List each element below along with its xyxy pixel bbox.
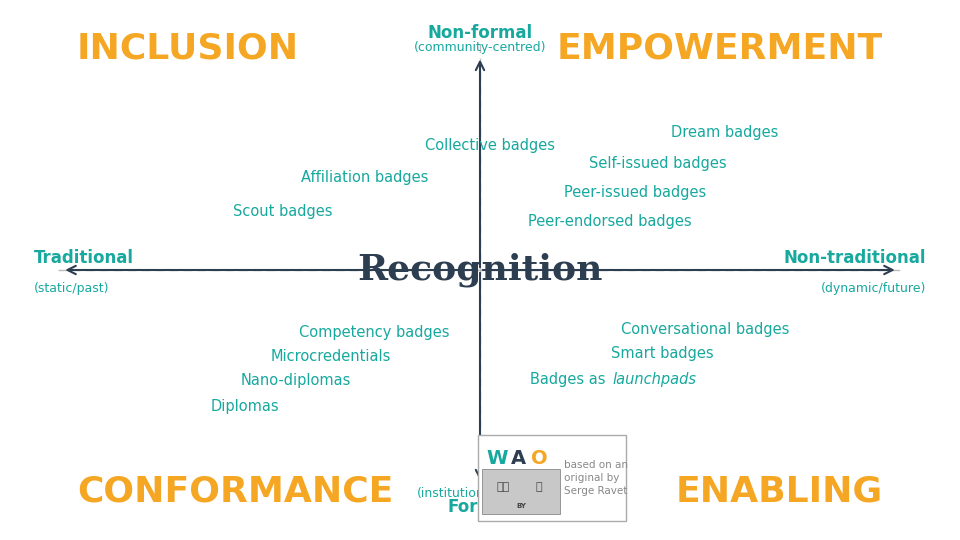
Text: Collective badges: Collective badges (424, 138, 555, 153)
Text: Microcredentials: Microcredentials (271, 349, 392, 364)
Text: Recognition: Recognition (357, 253, 603, 287)
Text: (community-centred): (community-centred) (414, 40, 546, 53)
Text: Self-issued badges: Self-issued badges (588, 156, 727, 171)
Text: ⓘ: ⓘ (536, 482, 542, 492)
Text: Affiliation badges: Affiliation badges (301, 170, 428, 185)
Text: Nano-diplomas: Nano-diplomas (241, 373, 350, 388)
Text: Smart badges: Smart badges (612, 346, 713, 361)
Text: W: W (486, 449, 508, 468)
FancyBboxPatch shape (477, 435, 626, 521)
Text: BY: BY (516, 503, 526, 509)
Text: (static/past): (static/past) (34, 282, 109, 295)
Text: Formal: Formal (447, 498, 513, 516)
Text: Traditional: Traditional (34, 249, 133, 267)
Text: Peer-endorsed badges: Peer-endorsed badges (528, 214, 691, 229)
Text: A: A (511, 449, 526, 468)
Text: Non-traditional: Non-traditional (784, 249, 926, 267)
Text: INCLUSION: INCLUSION (77, 32, 299, 65)
Text: ENABLING: ENABLING (676, 475, 883, 508)
FancyBboxPatch shape (482, 469, 560, 514)
Text: CONFORMANCE: CONFORMANCE (77, 475, 394, 508)
Text: Peer-issued badges: Peer-issued badges (564, 185, 707, 200)
Text: (institution-centred): (institution-centred) (418, 487, 542, 500)
Text: Ⓒⓒ: Ⓒⓒ (496, 482, 510, 492)
Text: Badges as: Badges as (531, 372, 611, 387)
Text: launchpads: launchpads (612, 372, 697, 387)
Text: Competency badges: Competency badges (300, 325, 449, 340)
Text: Dream badges: Dream badges (671, 125, 779, 140)
Text: Non-formal: Non-formal (427, 24, 533, 42)
Text: Scout badges: Scout badges (233, 204, 333, 219)
Text: based on an
original by
Serge Ravet: based on an original by Serge Ravet (564, 460, 628, 496)
Text: EMPOWERMENT: EMPOWERMENT (557, 32, 883, 65)
Text: Diplomas: Diplomas (210, 399, 279, 414)
Text: (dynamic/future): (dynamic/future) (821, 282, 926, 295)
Text: O: O (531, 449, 547, 468)
Text: Conversational badges: Conversational badges (621, 322, 790, 337)
